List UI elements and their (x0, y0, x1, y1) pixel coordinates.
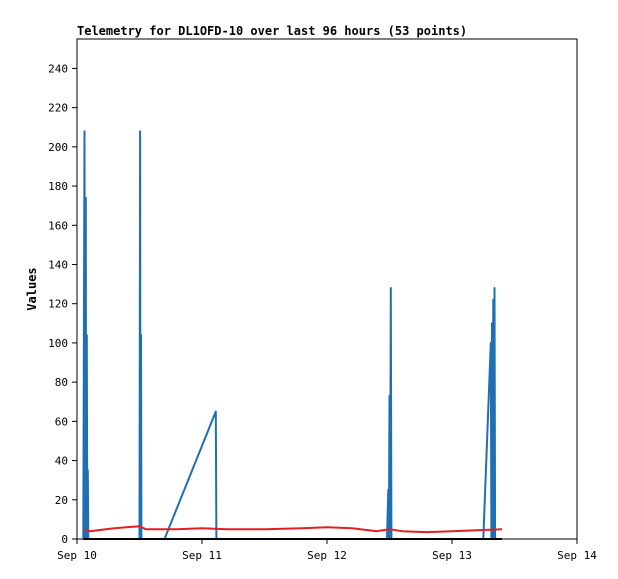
x-tick-label: Sep 13 (432, 549, 472, 562)
series-line-1 (84, 525, 503, 534)
x-tick-label: Sep 12 (307, 549, 347, 562)
y-tick-label: 200 (48, 141, 68, 154)
y-tick-label: 80 (55, 376, 68, 389)
x-axis: Sep 10 Sep 11 Sep 12 Sep 13 Sep 14 (57, 539, 597, 562)
x-tick-label: Sep 10 (57, 549, 97, 562)
y-tick-label: 140 (48, 258, 68, 271)
x-tick-label: Sep 14 (557, 549, 597, 562)
chart-title: Telemetry for DL1OFD-10 over last 96 hou… (77, 24, 467, 38)
y-tick-label: 60 (55, 415, 68, 428)
y-tick-label: 100 (48, 337, 68, 350)
y-tick-label: 40 (55, 455, 68, 468)
y-axis: 0 20 40 60 80 100 120 140 160 180 200 220 240 (48, 62, 77, 546)
y-tick-label: 20 (55, 494, 68, 507)
x-tick-label: Sep 11 (182, 549, 222, 562)
y-tick-label: 180 (48, 180, 68, 193)
y-tick-label: 240 (48, 62, 68, 75)
y-tick-label: 220 (48, 102, 68, 115)
series-line-0 (82, 130, 497, 540)
y-axis-label: Values (25, 267, 39, 310)
y-tick-label: 160 (48, 219, 68, 232)
series-layer (82, 130, 503, 540)
y-tick-label: 0 (61, 533, 68, 546)
plot-frame (76, 38, 578, 540)
y-tick-label: 120 (48, 298, 68, 311)
